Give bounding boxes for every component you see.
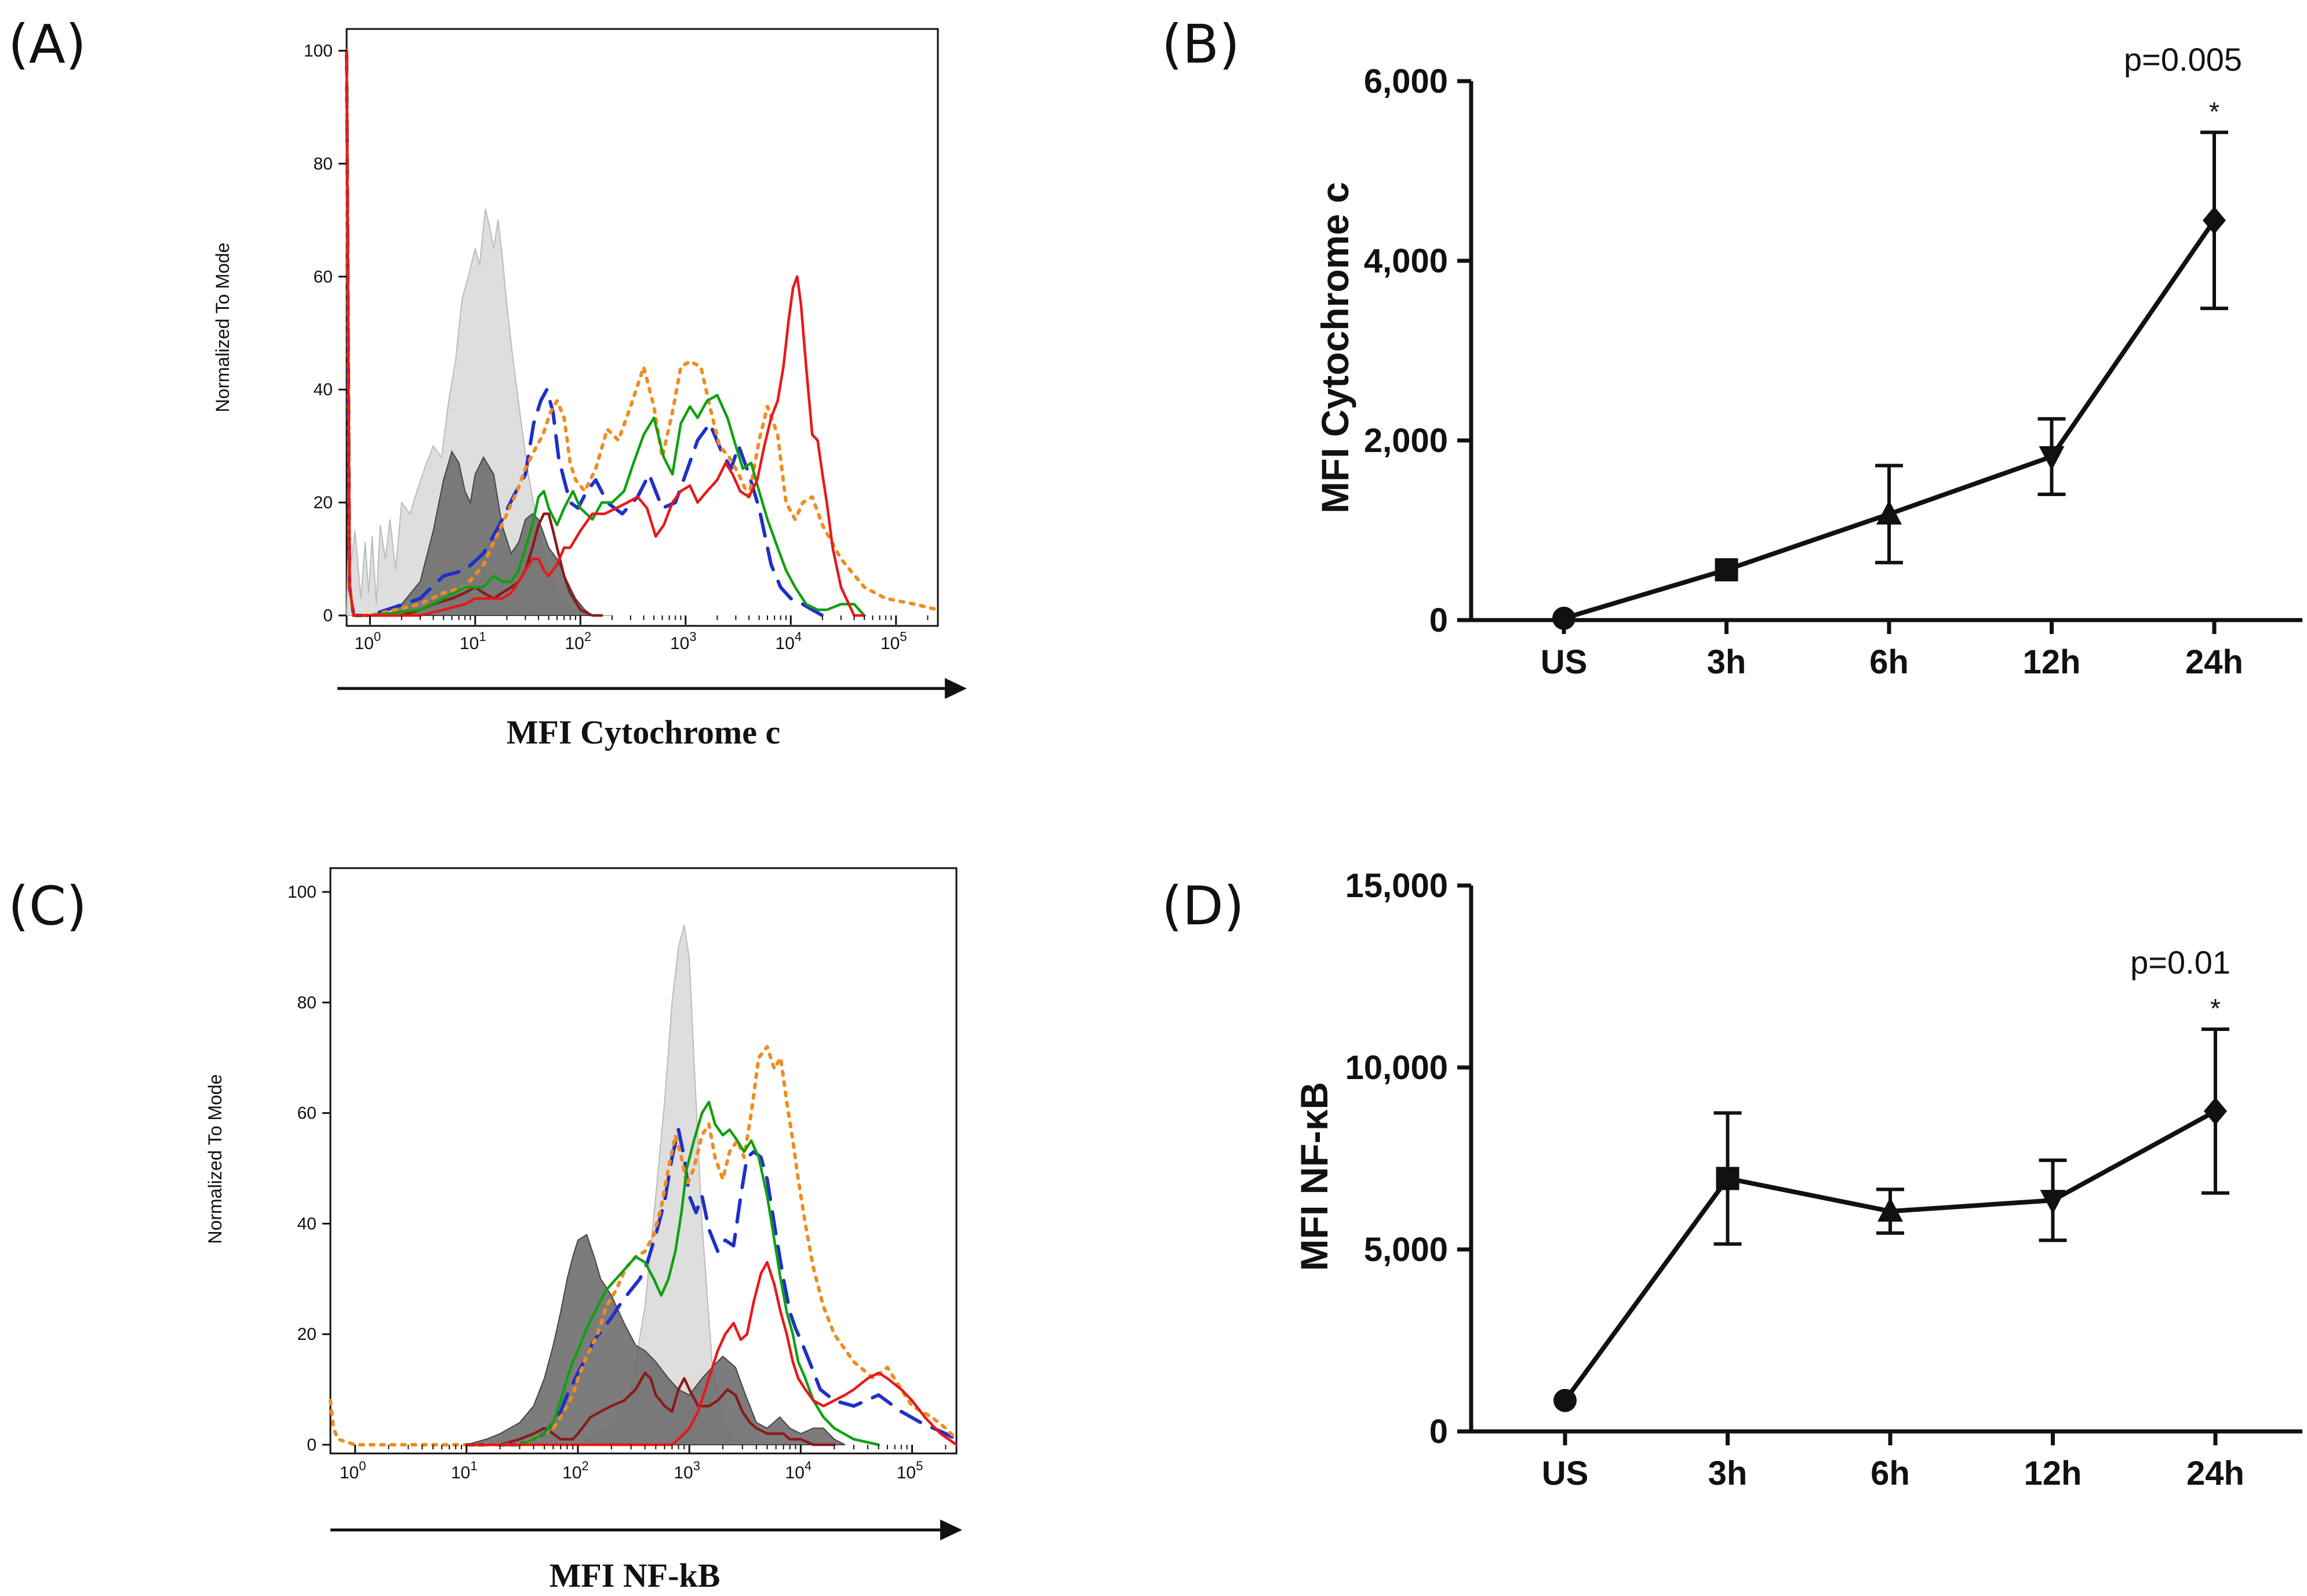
panel-c: (C) 0 20 40 60 80 100 100 101 102 103 104 105 Norm… (8, 867, 962, 1594)
line-b-data-point-12h (2039, 446, 2065, 471)
hist-c-plot-frame (329, 867, 958, 1455)
hist-a-y-axis-label: Normalized To Mode (212, 243, 233, 413)
hist-a-x-axis-label: MFI Cytochrome c (507, 713, 780, 751)
hist-a-6h-histogram-line (345, 49, 940, 617)
line-d-y-axis-label: MFI NF-κB (1293, 1082, 1336, 1271)
hist-a-x-arrow-head (945, 678, 967, 699)
panel-label-c: (C) (8, 875, 87, 937)
line-d-x-tick-label: US (1542, 1455, 1589, 1492)
hist-a-y-tick-label: 20 (314, 493, 333, 512)
line-b-x-tick-label: 24h (2185, 643, 2243, 681)
hist-c-12h-histogram-line (465, 1101, 880, 1446)
line-d-x-tick-label: 24h (2186, 1455, 2244, 1492)
line-d-series-line (1563, 1109, 2217, 1402)
hist-c-y-axis-label: Normalized To Mode (205, 1074, 225, 1244)
hist-a-x-tick-label: 103 (670, 629, 697, 653)
hist-a-y-tick-label: 100 (304, 41, 333, 60)
hist-a-y-tick-label: 80 (314, 154, 333, 173)
hist-c-6h-histogram-line (329, 1045, 958, 1446)
hist-c-y-tick-label: 0 (307, 1435, 316, 1455)
hist-a-24h-histogram-line (345, 49, 866, 617)
line-b-x-tick-label: 12h (2023, 643, 2081, 681)
hist-a-y-tick-label: 0 (323, 606, 333, 625)
hist-a-series (345, 49, 940, 617)
line-b-y-tick-label: 4,000 (1364, 242, 1448, 280)
panel-label-b: (B) (1162, 13, 1240, 75)
hist-c-3h-histogram-line (464, 1128, 958, 1446)
line-d-x-tick-label: 6h (1871, 1455, 1910, 1492)
line-d-significance-star: * (2210, 993, 2221, 1023)
hist-a-x-ticks: 100 101 102 103 104 105 (354, 615, 929, 653)
line-b-p-value: p=0.005 (2124, 41, 2242, 78)
hist-c-x-tick-label: 102 (562, 1459, 589, 1482)
line-d-data-point-24h (2204, 1097, 2227, 1125)
line-d-data-point-US (1553, 1389, 1577, 1412)
line-b-data-point-3h (1715, 558, 1738, 582)
hist-a-x-tick-label: 104 (775, 629, 802, 653)
line-d-p-value: p=0.01 (2130, 944, 2230, 981)
hist-c-isotype-histogram-area (466, 1233, 846, 1445)
line-b-axes: 0 2,000 4,000 6,000 US 3h 6h 12h 24h (1364, 63, 2302, 681)
hist-a-plot-frame (345, 28, 939, 627)
line-d-y-tick-label: 15,000 (1345, 867, 1448, 905)
hist-c-y-tick-label: 100 (288, 883, 316, 902)
hist-c-y-tick-label: 80 (297, 993, 316, 1012)
hist-c-y-tick-label: 40 (297, 1214, 316, 1233)
line-d-x-tick-label: 12h (2024, 1455, 2082, 1492)
hist-a-y-tick-label: 60 (314, 267, 333, 286)
hist-c-x-ticks: 100 101 102 103 104 105 (340, 1445, 947, 1482)
line-b-x-tick-label: 3h (1707, 643, 1746, 681)
hist-c-x-axis-label: MFI NF-kB (550, 1557, 721, 1594)
hist-c-y-tick-label: 20 (297, 1325, 316, 1344)
hist-c-series (329, 925, 958, 1446)
line-d-x-tick-label: 3h (1708, 1455, 1748, 1492)
line-b-y-tick-label: 0 (1429, 602, 1448, 639)
line-b-x-tick-label: 6h (1869, 643, 1909, 681)
line-d-y-tick-label: 10,000 (1345, 1049, 1448, 1087)
line-d-data-point-12h (2040, 1190, 2066, 1215)
panel-b: (B) 0 2,000 4,000 6,000 US 3h 6h 12h 24h * MFI C… (1162, 13, 2302, 681)
hist-a-x-tick-label: 101 (460, 629, 486, 653)
line-d-data-point-3h (1716, 1167, 1740, 1190)
hist-c-x-tick-label: 104 (785, 1459, 812, 1482)
hist-a-3h-histogram-line (345, 49, 835, 617)
panel-a: (A) 0 20 40 60 80 100 100 101 102 103 104 105 Norm… (8, 13, 967, 751)
line-d-axes: 0 5,000 10,000 15,000 US 3h 6h 12h 24h (1345, 867, 2302, 1492)
hist-c-US-histogram-line (465, 1371, 836, 1446)
hist-a-x-tick-label: 102 (565, 629, 591, 653)
hist-a-y-ticks: 0 20 40 60 80 100 (304, 41, 347, 625)
panel-d: (D) 0 5,000 10,000 15,000 US 3h 6h 12h 24h * MFI… (1162, 867, 2302, 1492)
line-b-y-tick-label: 2,000 (1364, 422, 1448, 460)
panel-label-a: (A) (8, 13, 86, 75)
panel-label-d: (D) (1162, 875, 1245, 937)
hist-c-x-arrow-head (940, 1520, 962, 1540)
line-b-data-point-6h (1876, 500, 1902, 525)
hist-c-y-tick-label: 60 (297, 1104, 316, 1123)
line-d-y-tick-label: 0 (1429, 1413, 1448, 1451)
hist-a-12h-histogram-line (345, 49, 866, 617)
hist-a-x-tick-label: 100 (354, 629, 381, 653)
hist-c-x-tick-label: 100 (340, 1459, 366, 1482)
line-d-data: * (1553, 993, 2229, 1412)
line-b-data-point-US (1552, 606, 1575, 630)
hist-a-x-tick-label: 105 (880, 629, 907, 653)
hist-c-x-tick-label: 101 (451, 1459, 478, 1482)
hist-c-y-ticks: 0 20 40 60 80 100 (288, 883, 330, 1455)
hist-c-24h-histogram-line (465, 1260, 958, 1446)
line-b-significance-star: * (2209, 96, 2219, 126)
hist-c-x-tick-label: 103 (674, 1459, 700, 1482)
line-d-y-tick-label: 5,000 (1364, 1231, 1448, 1269)
hist-a-y-tick-label: 40 (314, 380, 333, 399)
line-b-data-point-24h (2203, 206, 2226, 235)
line-b-y-axis-label: MFI Cytochrome c (1313, 182, 1356, 513)
line-d-data-point-6h (1877, 1197, 1903, 1222)
line-b-x-tick-label: US (1541, 643, 1588, 681)
line-b-data: * (1552, 96, 2228, 630)
line-b-y-tick-label: 6,000 (1364, 63, 1448, 100)
hist-c-x-tick-label: 105 (897, 1459, 923, 1482)
